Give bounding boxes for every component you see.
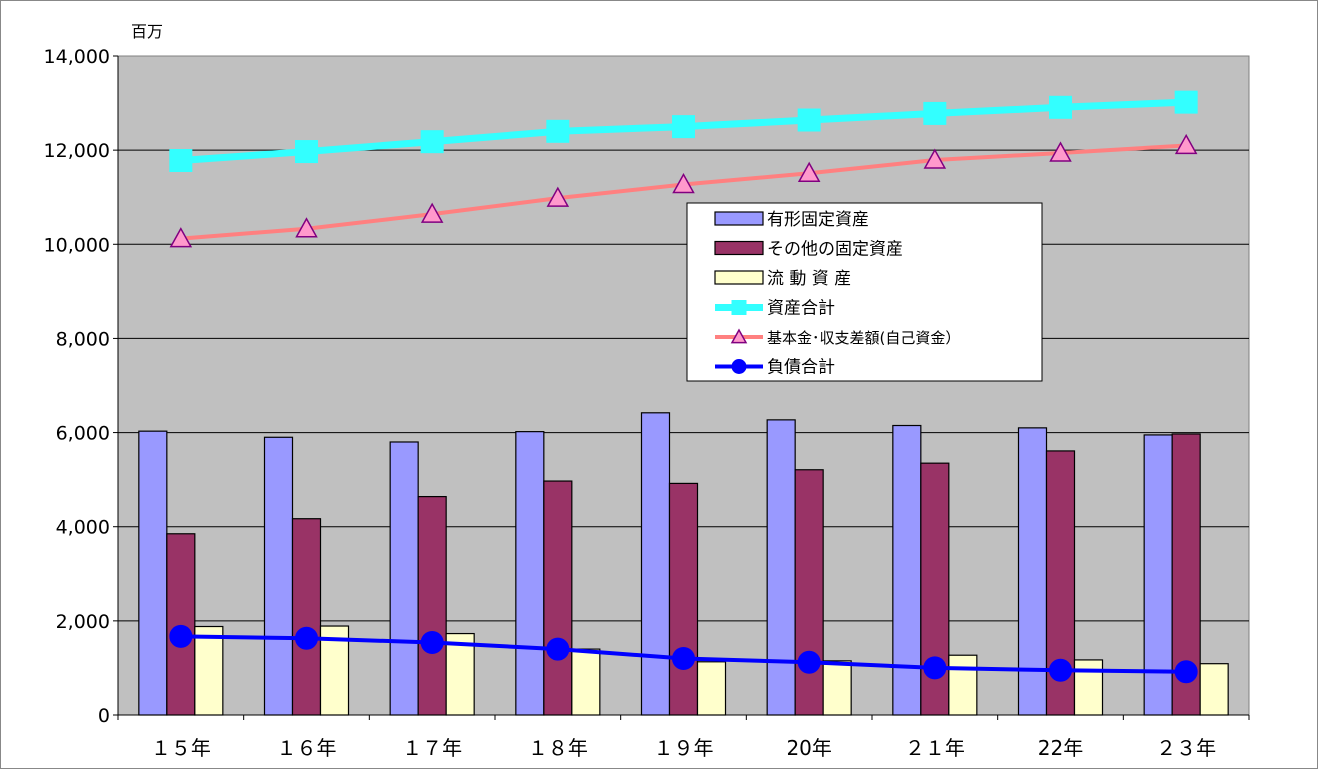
triangle-marker [295,217,318,238]
y-unit-label: 百万 [131,22,163,41]
x-tick-label: ２１年 [905,736,965,760]
y-tick-label: 14,000 [44,46,110,68]
square-marker [797,108,821,132]
y-tick-label: 2,000 [56,611,110,633]
x-tick-label: １９年 [654,736,714,760]
bar [822,660,852,716]
square-marker [1049,95,1072,119]
triangle-marker [169,227,193,248]
x-tick-label: １７年 [402,736,462,760]
bar [194,625,224,716]
square-marker [420,130,444,154]
bar [892,424,922,716]
circle-marker [295,626,318,650]
y-tick-label: 12,000 [44,140,110,162]
x-axis: １５年 １６年 １７年 １８年 １９年 20年 ２１年 22年 ２３年 [117,714,1250,760]
bar [766,419,796,716]
square-marker [295,140,318,164]
x-tick-label: １５年 [151,736,211,760]
bar [1199,663,1229,716]
legend-swatch [714,240,764,256]
bar [668,482,699,716]
x-tick-label: １８年 [528,736,588,760]
line-series [169,90,1198,684]
y-tick-label: 10,000 [44,234,110,256]
square-marker [1174,90,1198,114]
bar [794,469,824,716]
square-marker [672,115,695,139]
x-tick-label: １６年 [277,736,337,760]
bar [417,495,447,716]
circle-marker [169,624,193,648]
legend-label: 負債合計 [767,358,835,378]
triangle-marker [797,161,821,182]
square-marker [169,148,193,172]
legend-swatch [714,211,764,226]
x-tick-label: ２３年 [1156,736,1216,760]
circle-marker [1049,658,1072,682]
legend-box [686,202,1043,382]
bar [263,436,294,716]
circle-marker [672,647,695,671]
bar [640,412,671,716]
square-marker [546,119,570,143]
triangle-marker [1174,133,1198,155]
bar [515,431,545,716]
bar-series [138,412,1229,716]
legend-label: その他の固定資産 [767,240,903,260]
legend-label: 流 動 資 産 [767,269,851,289]
legend-label: 資産合計 [767,299,835,319]
triangle-marker [420,202,444,223]
bar [291,518,322,716]
bar [948,654,978,716]
y-axis: 0 2,000 4,000 6,000 8,000 10,000 12,000 14,000 [44,46,119,727]
bar [389,441,419,716]
x-tick-label: 22年 [1038,736,1083,760]
triangle-marker [1049,141,1072,162]
y-tick-label: 4,000 [56,517,110,539]
square-marker [731,300,747,315]
bar [1073,659,1104,716]
circle-marker [1174,660,1198,684]
bar [138,430,168,716]
bar [696,661,727,716]
circle-marker [420,631,444,655]
bar [543,480,573,716]
y-tick-label: 8,000 [56,328,110,350]
bar [445,632,475,716]
circle-marker [546,637,570,661]
x-tick-label: 20年 [786,736,831,760]
triangle-marker [923,148,947,169]
bar [571,648,601,716]
triangle-marker [546,186,570,207]
triangle-marker [672,172,695,194]
circle-marker [923,656,947,680]
square-marker [923,101,947,125]
circle-marker [797,650,821,674]
y-tick-label: 6,000 [56,423,110,445]
legend-label: 有形固定資産 [767,210,869,230]
legend-swatch [714,270,764,285]
y-tick-label: 0 [98,705,110,727]
triangle-marker [730,328,748,344]
bar [166,533,196,716]
circle-marker [731,359,747,374]
bar [1143,434,1173,716]
legend-label: 基本金･収支差額(自己資金） [767,329,960,347]
